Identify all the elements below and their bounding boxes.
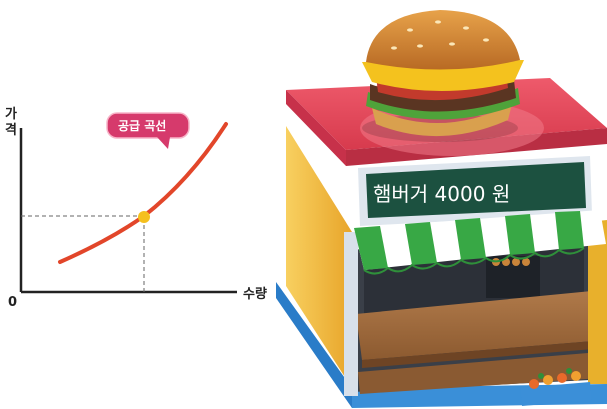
supply-curve [58, 122, 228, 264]
burger-icon [362, 10, 524, 142]
store-sign: 햄버거 4000 원 [358, 156, 592, 226]
store-base [276, 282, 352, 408]
x-axis-label: 수량 [243, 287, 267, 302]
food-items [492, 258, 530, 266]
callout-label: 공급 곡선 [118, 118, 166, 133]
flower-planter [520, 368, 592, 406]
store-left-wall [286, 126, 352, 388]
store-counter [356, 290, 606, 360]
equilibrium-point [138, 211, 150, 223]
supply-graph: 가 격 가격 수량 0 공급 곡선 [5, 107, 267, 310]
supply-curve-callout: 공급 곡선 [106, 112, 190, 149]
store-awning [354, 210, 606, 275]
y-axis-label-bottom: 격 [5, 123, 17, 138]
sign-text: 햄버거 4000 원 [373, 182, 510, 206]
origin-label: 0 [8, 295, 17, 310]
burger-store-illustration: 햄버거 4000 원 [276, 10, 607, 408]
store-pillar [588, 220, 607, 384]
y-axis-label-top: 가 [5, 107, 17, 122]
